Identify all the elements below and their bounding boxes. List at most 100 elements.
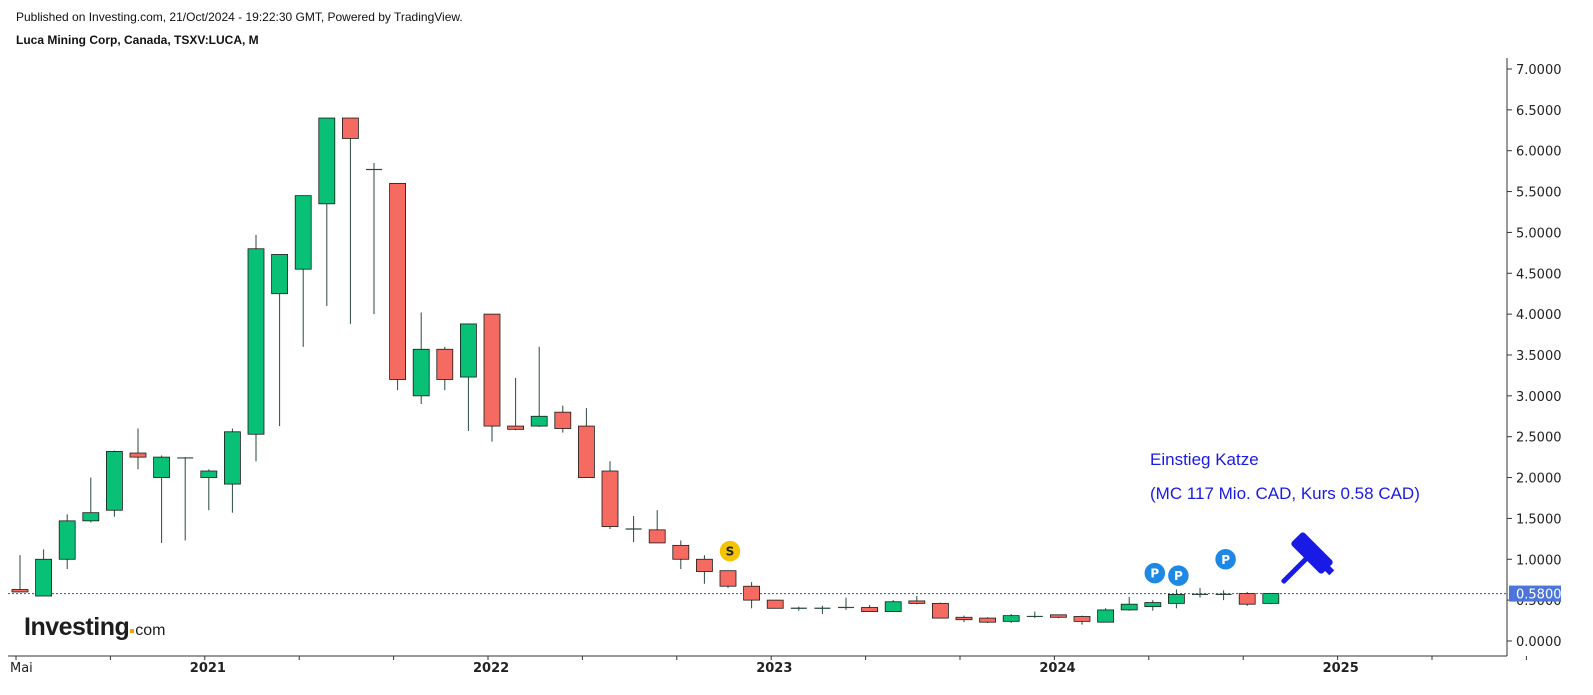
marker-purchase[interactable]: P [1213,547,1238,572]
candle[interactable] [459,323,477,431]
candle[interactable] [412,312,430,405]
candle-body [247,248,265,435]
marker-circle [718,539,742,563]
candle[interactable] [1168,589,1185,609]
candle[interactable] [200,469,218,511]
event-markers: S P P P [718,539,1238,588]
chart-axes: 0.00000.50001.00001.50002.00002.50003.00… [8,58,1562,676]
published-notice: Published on Investing.com, 21/Oct/2024 … [16,10,463,24]
candle-body [459,323,477,378]
candle[interactable] [719,570,737,588]
candle[interactable] [979,617,996,623]
x-tick-label: 2023 [756,661,792,676]
candle[interactable] [1144,600,1162,611]
marker-label: P [1150,567,1159,581]
candle[interactable] [696,555,713,584]
candle[interactable] [223,428,241,513]
marker-label: P [1221,553,1230,567]
candle[interactable] [672,540,690,570]
candle[interactable] [82,477,100,523]
candle-body [1238,593,1256,605]
candle[interactable] [601,461,619,530]
symbol-title: Luca Mining Corp, Canada, TSXV:LUCA, M [16,33,259,47]
candle[interactable] [861,605,878,612]
candle-body [1262,593,1280,604]
candle[interactable] [1262,593,1280,605]
candle-body [1097,609,1114,623]
candle-body [1050,614,1067,618]
candle[interactable] [1097,608,1114,623]
candle[interactable] [790,606,807,611]
candle-body [932,602,949,619]
candle[interactable] [838,597,854,610]
candle[interactable] [814,605,831,615]
candle-body [648,529,666,544]
candle[interactable] [177,457,194,541]
candle[interactable] [884,600,902,612]
candle[interactable] [554,405,572,433]
marker-circle [1213,547,1238,572]
candle[interactable] [530,346,548,427]
candle[interactable] [932,602,949,619]
candle-body [1073,616,1091,622]
y-tick-label: 4.0000 [1516,308,1562,323]
candle[interactable] [578,408,595,478]
candle-body [672,544,690,560]
candle-body [129,452,147,458]
candle[interactable] [648,510,666,544]
candle[interactable] [1120,596,1138,611]
candle-body [908,600,926,604]
x-tick-label: Mai [10,661,33,676]
candle[interactable] [58,514,76,570]
marker-purchase[interactable]: P [1143,561,1167,585]
candle-body [530,415,548,427]
candle[interactable] [294,195,312,347]
candle[interactable] [129,428,147,470]
marker-circle [1166,563,1191,588]
candle[interactable] [1215,590,1232,601]
candle[interactable] [389,182,407,391]
candle[interactable] [341,117,359,324]
candle[interactable] [1002,614,1020,623]
candle[interactable] [1192,587,1208,598]
candle[interactable] [908,596,926,605]
candle[interactable] [625,515,642,543]
candle[interactable] [507,377,525,431]
marker-label: P [1174,569,1183,583]
candle[interactable] [483,313,501,442]
y-tick-label: 5.5000 [1516,186,1562,201]
marker-sell[interactable]: S [718,539,742,563]
candle-body [601,470,619,527]
annotation-details: (MC 117 Mio. CAD, Kurs 0.58 CAD) [1150,484,1420,503]
candle-body [436,348,454,380]
candle-body [389,182,407,380]
candle[interactable] [271,254,289,427]
y-tick-label: 1.0000 [1516,553,1562,568]
candle[interactable] [955,615,973,623]
marker-label: S [726,545,735,559]
candle[interactable] [1073,615,1091,625]
candle[interactable] [1050,614,1067,619]
candle[interactable] [247,234,265,462]
y-tick-label: 3.5000 [1516,349,1562,364]
x-tick-label: 2024 [1039,661,1075,676]
candle[interactable] [1026,611,1043,619]
candle-body [743,585,760,601]
candle[interactable] [11,555,29,593]
candle[interactable] [35,549,52,597]
candle-body [766,599,784,609]
candle[interactable] [1238,591,1256,606]
candle[interactable] [766,599,784,609]
candle[interactable] [153,455,171,543]
y-tick-label: 2.5000 [1516,431,1562,446]
candle[interactable] [318,117,336,306]
y-tick-label: 2.0000 [1516,472,1562,487]
candle-body [58,520,76,560]
candle[interactable] [106,450,123,517]
candle[interactable] [366,162,382,315]
candle[interactable] [743,582,760,609]
candle-body [200,470,218,478]
marker-purchase[interactable]: P [1166,563,1191,588]
candle[interactable] [436,346,454,391]
